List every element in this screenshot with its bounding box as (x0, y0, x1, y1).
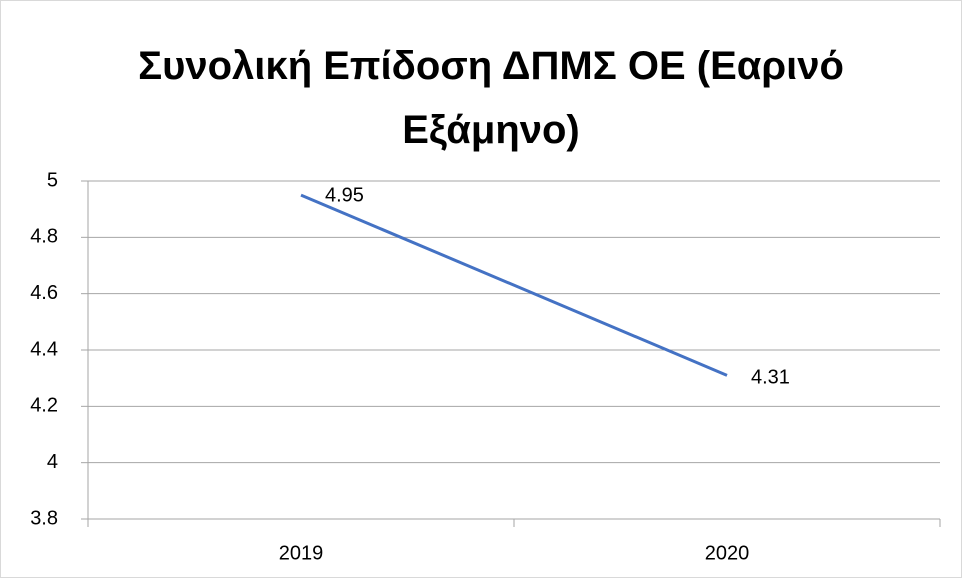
y-tick-label: 3.8 (30, 507, 58, 529)
y-tick-label: 4.6 (30, 282, 58, 304)
x-tick-label: 2019 (279, 542, 324, 564)
data-label: 4.31 (751, 367, 790, 389)
chart-title: Συνολική Επίδοση ΔΠΜΣ ΟΕ (Εαρινό Εξάμηνο… (138, 44, 844, 152)
data-label: 4.95 (325, 184, 364, 206)
y-tick-label: 4.4 (30, 338, 58, 360)
x-tick-label: 2020 (705, 542, 750, 564)
y-tick-label: 5 (47, 169, 58, 191)
y-tick-label: 4.2 (30, 395, 58, 417)
y-tick-label: 4.8 (30, 226, 58, 248)
y-tick-label: 4 (47, 451, 58, 473)
line-series (300, 193, 728, 377)
